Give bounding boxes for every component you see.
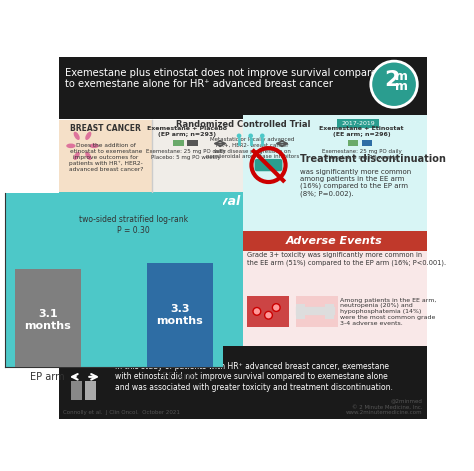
Ellipse shape	[85, 152, 91, 160]
Bar	[15, 269, 81, 367]
Text: Connolly et al.  J Clin Oncol.  October 2021: Connolly et al. J Clin Oncol. October 20…	[63, 410, 180, 415]
FancyBboxPatch shape	[296, 296, 338, 327]
Bar	[147, 263, 213, 367]
Text: Adverse Events: Adverse Events	[286, 236, 383, 246]
FancyBboxPatch shape	[243, 230, 427, 346]
Circle shape	[237, 133, 241, 138]
Text: Exemestane + Etinostat
(EE arm; n=296): Exemestane + Etinostat (EE arm; n=296)	[319, 126, 404, 137]
Circle shape	[264, 311, 273, 319]
FancyBboxPatch shape	[59, 121, 427, 192]
FancyBboxPatch shape	[173, 140, 184, 146]
Circle shape	[248, 133, 253, 138]
FancyBboxPatch shape	[255, 159, 283, 171]
Text: 2: 2	[384, 70, 400, 90]
Text: to exemestane alone for HR⁺ advanced breast cancer: to exemestane alone for HR⁺ advanced bre…	[65, 79, 333, 89]
Text: Does the addition of
etinostat to exemestane
improve outcomes for
patients with : Does the addition of etinostat to exemes…	[69, 143, 143, 171]
FancyBboxPatch shape	[325, 304, 334, 319]
FancyBboxPatch shape	[243, 230, 427, 252]
Text: Exemestane: 25 mg PO daily
Placebo: 5 mg PO weekly: Exemestane: 25 mg PO daily Placebo: 5 mg…	[146, 149, 226, 160]
FancyBboxPatch shape	[59, 57, 427, 119]
FancyBboxPatch shape	[243, 115, 427, 230]
FancyBboxPatch shape	[337, 119, 379, 128]
Ellipse shape	[85, 132, 91, 140]
Text: was significantly more common
among patients in the EE arm
(16%) compared to the: was significantly more common among pati…	[300, 169, 411, 197]
FancyBboxPatch shape	[59, 121, 152, 192]
Text: 3.1
months: 3.1 months	[24, 309, 71, 331]
Ellipse shape	[90, 144, 99, 148]
Text: Exemestane plus etinostat does not improve survival compared: Exemestane plus etinostat does not impro…	[65, 68, 384, 78]
Circle shape	[371, 61, 417, 107]
Circle shape	[260, 133, 264, 138]
Text: m: m	[395, 80, 408, 93]
Ellipse shape	[66, 144, 75, 148]
Text: 2017-2019: 2017-2019	[342, 121, 375, 126]
FancyBboxPatch shape	[71, 381, 82, 400]
FancyBboxPatch shape	[296, 304, 305, 319]
Text: two-sided stratified log-rank
P = 0.30: two-sided stratified log-rank P = 0.30	[79, 215, 188, 235]
Ellipse shape	[73, 152, 80, 160]
Text: Progression-free Survival: Progression-free Survival	[61, 195, 240, 208]
FancyBboxPatch shape	[59, 346, 427, 419]
Text: BREAST CANCER: BREAST CANCER	[70, 123, 141, 133]
Text: 3.3
months: 3.3 months	[156, 304, 203, 326]
Text: Among patients in the EE arm,
neutropenia (20%) and
hypophosphatemia (14%)
were : Among patients in the EE arm, neutropeni…	[340, 298, 436, 326]
Text: In this study of patients with HR⁺ advanced breast cancer, exemestane
with etino: In this study of patients with HR⁺ advan…	[115, 362, 393, 392]
FancyBboxPatch shape	[247, 296, 290, 327]
FancyBboxPatch shape	[347, 140, 358, 146]
Text: @2minmed
© 2 Minute Medicine, Inc.
www.2minutemedicine.com: @2minmed © 2 Minute Medicine, Inc. www.2…	[346, 399, 423, 415]
Text: m: m	[395, 70, 408, 83]
Text: Randomized Controlled Trial: Randomized Controlled Trial	[176, 120, 310, 129]
FancyBboxPatch shape	[187, 140, 198, 146]
Text: Grade 3+ toxicity was significantly more common in
the EE arm (51%) compared to : Grade 3+ toxicity was significantly more…	[247, 252, 446, 266]
Text: Exemestane: 25 mg PO daily
Etinostat: 5 mg PO weekly: Exemestane: 25 mg PO daily Etinostat: 5 …	[322, 149, 401, 160]
Text: Exemestane + Placebo
(EP arm; n=293): Exemestane + Placebo (EP arm; n=293)	[147, 126, 227, 137]
Text: Metastatic or locally advanced
HR+, HER2- breast cancer
with disease progression: Metastatic or locally advanced HR+, HER2…	[206, 137, 299, 159]
Text: Treatment discontinuation: Treatment discontinuation	[300, 154, 446, 164]
Circle shape	[273, 304, 280, 311]
Circle shape	[253, 308, 261, 315]
FancyBboxPatch shape	[59, 192, 243, 346]
FancyBboxPatch shape	[85, 381, 96, 400]
FancyBboxPatch shape	[362, 140, 373, 146]
Ellipse shape	[73, 132, 80, 140]
